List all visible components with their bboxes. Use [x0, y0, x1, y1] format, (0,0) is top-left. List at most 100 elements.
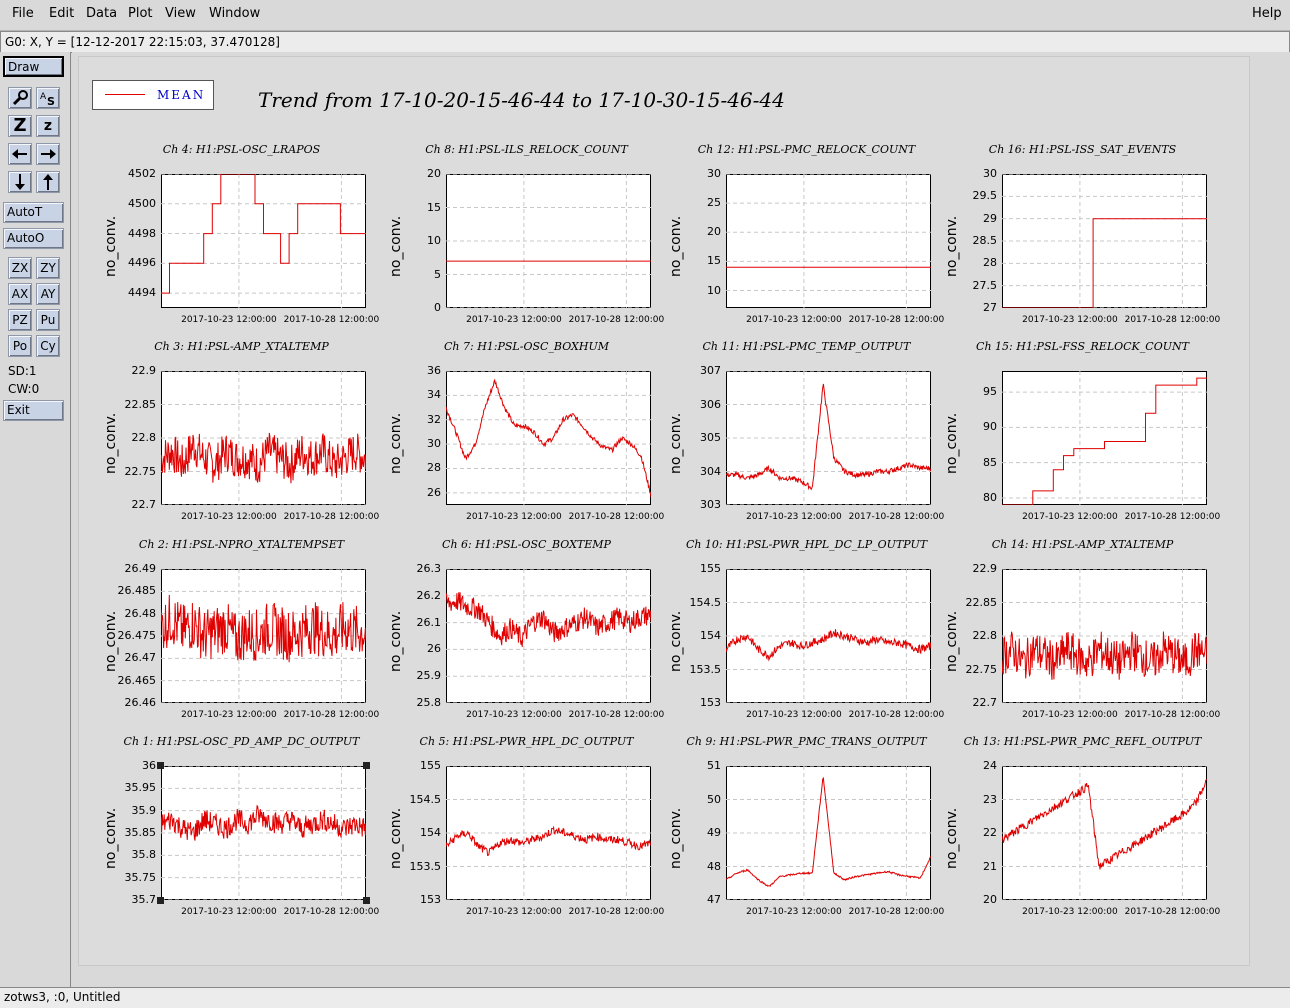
autoo-button[interactable]: AutoO — [3, 228, 64, 249]
zoom-out-button[interactable]: z — [36, 115, 60, 137]
x-tick-label: 2017-10-23 12:00:00 — [746, 315, 842, 325]
y-tick-label: 22.8 — [131, 431, 157, 444]
x-tick-label: 2017-10-23 12:00:00 — [466, 512, 562, 522]
selection-handle[interactable] — [157, 897, 164, 904]
selection-handle[interactable] — [363, 762, 370, 769]
y-tick-label: 303 — [700, 498, 721, 511]
po-button[interactable]: Po — [8, 335, 32, 357]
trend-chart — [446, 174, 651, 308]
y-tick-label: 28 — [427, 461, 441, 475]
y-tick-label: 26.1 — [416, 615, 442, 629]
x-tick-label: 2017-10-23 12:00:00 — [1022, 315, 1118, 325]
plot-area[interactable] — [726, 174, 931, 308]
plot-area[interactable] — [446, 569, 651, 703]
menu-window[interactable]: Window — [209, 6, 261, 21]
x-tick-label: 2017-10-28 12:00:00 — [568, 512, 665, 522]
autot-button[interactable]: AutoT — [3, 202, 64, 223]
selection-handle[interactable] — [157, 762, 164, 769]
series-line — [1002, 218, 1207, 308]
y-tick-label: 35.75 — [124, 870, 157, 884]
panel-title: Ch 6: H1:PSL-OSC_BOXTEMP — [442, 538, 611, 551]
x-tick-label: 2017-10-28 12:00:00 — [848, 315, 945, 325]
menu-help[interactable]: Help — [1252, 6, 1282, 21]
series-line — [726, 383, 931, 491]
x-tick-label: 2017-10-28 12:00:00 — [1124, 512, 1221, 522]
cy-button[interactable]: Cy — [36, 335, 60, 357]
pz-button[interactable]: PZ — [8, 309, 32, 331]
y-tick-label: 22.85 — [965, 595, 998, 609]
x-tick-label: 2017-10-23 12:00:00 — [746, 907, 842, 917]
series-line — [446, 825, 651, 856]
y-tick-label: 32 — [427, 412, 441, 426]
x-tick-label: 2017-10-28 12:00:00 — [283, 315, 380, 325]
y-tick-label: 306 — [700, 397, 721, 411]
panel-title: Ch 7: H1:PSL-OSC_BOXHUM — [444, 340, 609, 353]
x-tick-label: 2017-10-28 12:00:00 — [848, 907, 945, 917]
y-tick-label: 34 — [427, 388, 441, 402]
y-tick-label: 95 — [983, 385, 997, 399]
zy-button[interactable]: ZY — [36, 257, 60, 279]
arrow-left-icon[interactable] — [8, 143, 32, 165]
menu-edit[interactable]: Edit — [49, 6, 75, 21]
trend-chart — [161, 371, 366, 505]
x-tick-label: 2017-10-23 12:00:00 — [181, 315, 277, 325]
plot-area[interactable] — [1002, 371, 1207, 505]
series-line — [161, 174, 366, 294]
x-tick-label: 2017-10-23 12:00:00 — [1022, 907, 1118, 917]
arrow-up-icon[interactable] — [36, 171, 60, 193]
draw-button[interactable]: Draw — [3, 56, 64, 77]
menu-plot[interactable]: Plot — [128, 6, 153, 21]
trend-chart — [1002, 569, 1207, 703]
plot-area[interactable] — [161, 174, 366, 308]
x-tick-label: 2017-10-28 12:00:00 — [1124, 907, 1221, 917]
pu-button[interactable]: Pu — [36, 309, 60, 331]
series-line — [1002, 778, 1207, 870]
magnifier-icon[interactable] — [8, 87, 32, 109]
y-tick-label: 30 — [983, 167, 997, 180]
exit-button[interactable]: Exit — [3, 400, 64, 421]
trend-chart — [1002, 371, 1207, 505]
ay-button[interactable]: AY — [36, 283, 60, 305]
trend-chart — [1002, 766, 1207, 900]
svg-text:A: A — [40, 92, 47, 102]
arrow-right-icon[interactable] — [36, 143, 60, 165]
y-tick-label: 305 — [700, 431, 721, 444]
ax-button[interactable]: AX — [8, 283, 32, 305]
legend-label: MEAN — [157, 88, 206, 102]
y-tick-label: 20 — [983, 893, 997, 906]
y-tick-label: 26.465 — [117, 673, 157, 687]
y-tick-label: 50 — [707, 792, 721, 806]
x-tick-label: 2017-10-23 12:00:00 — [466, 907, 562, 917]
menu-view[interactable]: View — [165, 6, 196, 21]
x-tick-label: 2017-10-28 12:00:00 — [283, 907, 380, 917]
y-tick-label: 22.85 — [124, 397, 157, 411]
zx-button[interactable]: ZX — [8, 257, 32, 279]
x-tick-label: 2017-10-28 12:00:00 — [568, 907, 665, 917]
x-tick-label: 2017-10-28 12:00:00 — [1124, 710, 1221, 720]
series-line — [161, 432, 366, 484]
x-tick-label: 2017-10-28 12:00:00 — [1124, 315, 1221, 325]
svg-text:S: S — [47, 95, 55, 108]
x-tick-label: 2017-10-23 12:00:00 — [1022, 512, 1118, 522]
y-tick-label: 22.8 — [972, 629, 998, 642]
y-tick-label: 27 — [983, 301, 997, 314]
y-tick-label: 80 — [983, 490, 997, 504]
x-tick-label: 2017-10-23 12:00:00 — [466, 315, 562, 325]
menu-data[interactable]: Data — [86, 6, 118, 21]
selection-handle[interactable] — [363, 897, 370, 904]
legend-line — [105, 94, 145, 95]
zoom-in-button[interactable]: Z — [8, 115, 32, 137]
panel-title: Ch 15: H1:PSL-FSS_RELOCK_COUNT — [976, 340, 1189, 353]
plot-area[interactable] — [446, 371, 651, 505]
menu-file[interactable]: File — [12, 6, 34, 21]
panel-title: Ch 11: H1:PSL-PMC_TEMP_OUTPUT — [702, 340, 911, 353]
x-tick-label: 2017-10-28 12:00:00 — [848, 512, 945, 522]
series-line — [446, 378, 651, 498]
y-tick-label: 24 — [983, 759, 997, 772]
arrow-down-icon[interactable] — [8, 171, 32, 193]
y-tick-label: 47 — [707, 893, 721, 906]
y-tick-label: 4494 — [128, 286, 156, 300]
panel-title: Ch 12: H1:PSL-PMC_RELOCK_COUNT — [697, 143, 916, 156]
x-tick-label: 2017-10-23 12:00:00 — [181, 907, 277, 917]
